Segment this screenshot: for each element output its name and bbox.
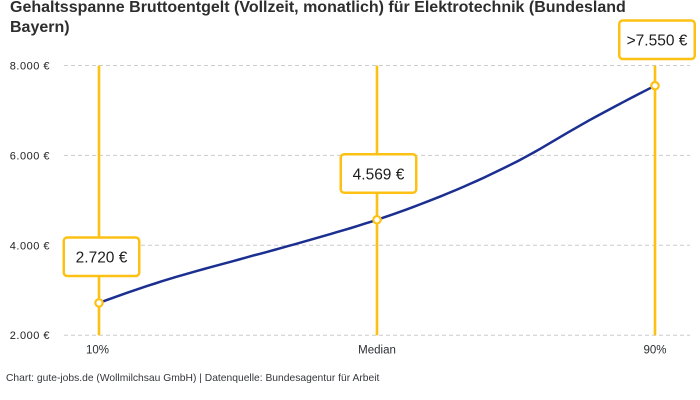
- svg-text:4.569 €: 4.569 €: [353, 166, 405, 183]
- svg-text:10%: 10%: [86, 345, 109, 357]
- svg-text:>7.550 €: >7.550 €: [627, 33, 688, 50]
- svg-text:2.000 €: 2.000 €: [10, 330, 50, 342]
- svg-text:8.000 €: 8.000 €: [10, 61, 50, 73]
- svg-text:6.000 €: 6.000 €: [10, 150, 50, 162]
- svg-text:Median: Median: [358, 345, 396, 357]
- svg-text:4.000 €: 4.000 €: [10, 240, 50, 252]
- svg-text:Chart: gute-jobs.de (Wollmilch: Chart: gute-jobs.de (Wollmilchsau GmbH) …: [6, 373, 379, 384]
- svg-text:90%: 90%: [643, 345, 666, 357]
- svg-text:2.720 €: 2.720 €: [76, 250, 128, 267]
